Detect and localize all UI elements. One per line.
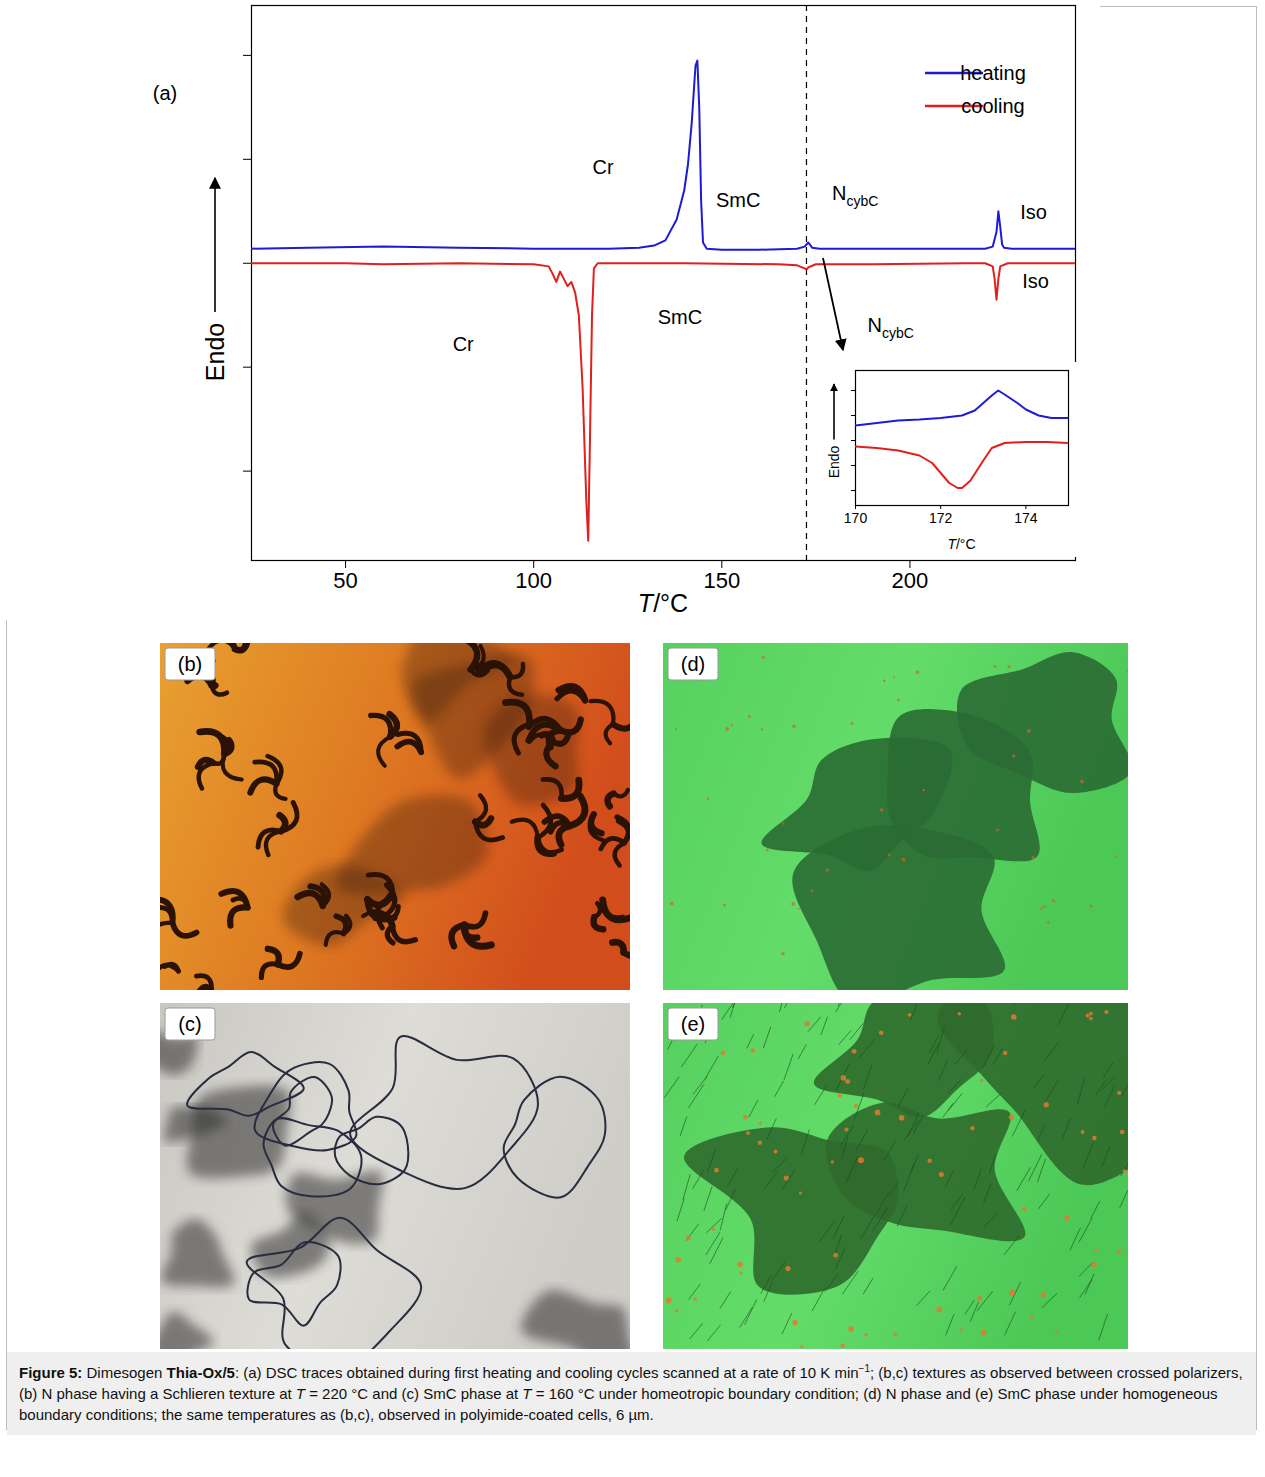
- svg-text:170: 170: [844, 510, 868, 526]
- svg-text:174: 174: [1014, 510, 1038, 526]
- svg-text:100: 100: [515, 568, 552, 593]
- svg-text:SmC: SmC: [658, 306, 702, 328]
- svg-text:Iso: Iso: [1022, 270, 1049, 292]
- svg-text:50: 50: [333, 568, 357, 593]
- svg-text:(d): (d): [681, 653, 705, 675]
- svg-text:(b): (b): [178, 653, 202, 675]
- svg-text:Cr: Cr: [593, 156, 614, 178]
- svg-text:Iso: Iso: [1020, 201, 1047, 223]
- svg-text:172: 172: [929, 510, 953, 526]
- svg-text:200: 200: [892, 568, 929, 593]
- svg-text:(c): (c): [178, 1013, 201, 1035]
- svg-text:cooling: cooling: [961, 95, 1024, 117]
- svg-text:Endo: Endo: [826, 445, 842, 478]
- svg-text:150: 150: [703, 568, 740, 593]
- svg-text:SmC: SmC: [716, 189, 760, 211]
- svg-text:(a): (a): [153, 82, 177, 104]
- svg-text:T/°C: T/°C: [947, 536, 975, 552]
- svg-text:NcybC: NcybC: [867, 314, 913, 341]
- html-text:Figure 5: Dimesogen Thia-Ox/5:: Figure 5: Dimesogen Thia-Ox/5: (a) DSC t…: [19, 1363, 1243, 1423]
- svg-text:NcybC: NcybC: [832, 182, 878, 209]
- svg-text:Cr: Cr: [453, 333, 474, 355]
- svg-text:heating: heating: [960, 62, 1026, 84]
- svg-text:Endo: Endo: [201, 323, 229, 381]
- svg-text:T/°C: T/°C: [638, 589, 688, 617]
- svg-text:(e): (e): [681, 1013, 705, 1035]
